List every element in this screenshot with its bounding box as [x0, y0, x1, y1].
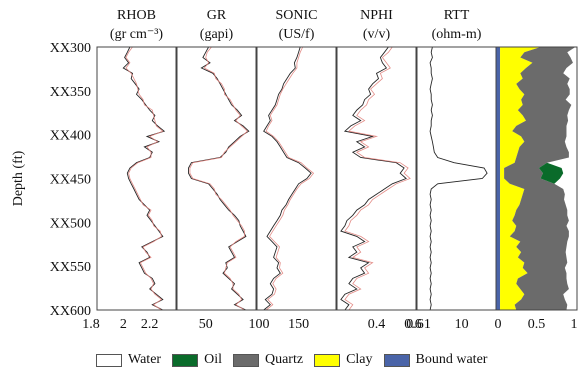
panel-frame-3 — [336, 46, 417, 311]
legend-item-oil: Oil — [172, 352, 222, 368]
x-tick-label: 50 — [199, 317, 213, 332]
legend-swatch-clay — [314, 353, 341, 367]
panel-frame-5 — [495, 46, 578, 311]
track-unit-3: (v/v) — [363, 27, 391, 42]
legend-label-clay: Clay — [346, 352, 373, 367]
legend-item-clay: Clay — [314, 352, 373, 368]
x-tick-label: 2 — [120, 317, 127, 332]
track-title-rtt: RTT — [444, 8, 470, 23]
track-title-sonic: SONIC — [275, 8, 317, 23]
x-tick-label: 1 — [424, 317, 431, 332]
series-line-nphi-0 — [340, 46, 407, 311]
x-tick-label: 1.8 — [82, 317, 100, 332]
track-title-rhob: RHOB — [117, 8, 156, 23]
x-tick-label: 0.5 — [528, 317, 546, 332]
x-tick-label: 100 — [249, 317, 270, 332]
panel-frame-4 — [416, 46, 497, 311]
track-unit-0: (gr cm⁻³) — [110, 27, 164, 42]
x-tick-label: 0.4 — [368, 317, 386, 332]
panel-frame-2 — [256, 46, 337, 311]
x-tick-label: 0 — [495, 317, 502, 332]
area-clay — [500, 47, 541, 310]
legend-item-bound-water: Bound water — [383, 352, 488, 368]
series-line-gr-1 — [189, 46, 248, 311]
y-tick-label: XX400 — [50, 129, 91, 144]
legend: Water Oil Quartz Clay Bound water — [96, 350, 487, 370]
y-tick-label: XX300 — [50, 41, 91, 56]
series-line-gr-0 — [188, 46, 250, 311]
legend-swatch-water — [96, 353, 122, 367]
panel-frame-0 — [96, 46, 177, 311]
y-axis-label: Depth (ft) — [11, 150, 26, 206]
y-tick-label: XX550 — [50, 260, 91, 275]
y-tick-label: XX450 — [50, 173, 91, 188]
track-unit-2: (US/f) — [279, 27, 315, 42]
y-tick-label: XX350 — [50, 85, 91, 100]
x-tick-label: 1 — [571, 317, 578, 332]
series-line-sonic-0 — [263, 46, 312, 311]
x-tick-label: 0.6 — [404, 317, 422, 332]
area-oil — [538, 47, 576, 310]
legend-swatch-quartz — [232, 353, 259, 367]
series-line-nphi-1 — [344, 46, 411, 311]
x-tick-label: 150 — [288, 317, 309, 332]
x-tick-label: 0.6 — [406, 317, 424, 332]
legend-label-oil: Oil — [204, 352, 222, 367]
series-line-rhob-1 — [125, 46, 164, 311]
legend-swatch-oil — [172, 353, 199, 367]
legend-label-quartz: Quartz — [264, 352, 304, 367]
x-tick-label: 10 — [455, 317, 469, 332]
y-tick-label: XX600 — [50, 304, 91, 319]
area-quartz — [504, 47, 576, 310]
y-tick-label: XX500 — [50, 216, 91, 231]
legend-label-bound-water: Bound water — [415, 352, 488, 367]
area-bound-water — [496, 47, 501, 310]
x-tick-label: 2.2 — [141, 317, 159, 332]
track-title-gr: GR — [207, 8, 227, 23]
series-line-rhob-0 — [122, 46, 166, 311]
series-line-rtt-0 — [429, 46, 488, 311]
legend-item-water: Water — [96, 352, 161, 368]
panel-frame-1 — [176, 46, 257, 311]
track-title-nphi: NPHI — [360, 8, 393, 23]
track-unit-1: (gapi) — [200, 27, 234, 42]
legend-swatch-bound-water — [383, 353, 410, 367]
legend-label-water: Water — [128, 352, 162, 367]
track-unit-4: (ohm-m) — [432, 27, 482, 42]
series-line-sonic-1 — [265, 46, 315, 311]
legend-item-quartz: Quartz — [232, 352, 304, 368]
